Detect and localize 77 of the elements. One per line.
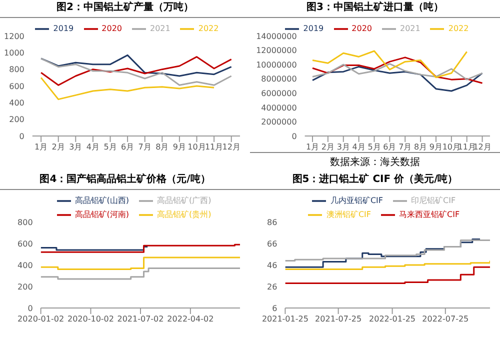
legend-label: 2022 <box>448 24 469 34</box>
y-tick-label: 0 <box>292 132 297 141</box>
y-tick-label: 0 <box>28 304 33 313</box>
x-tick-label: 7月 <box>138 142 152 152</box>
legend-label: 马来西亚铝矿CIF <box>399 210 460 220</box>
x-tick-label: 2月 <box>52 142 65 152</box>
y-tick-label: 400 <box>9 98 24 108</box>
x-tick-label: 8月 <box>156 142 169 152</box>
x-tick-label: 3月 <box>336 142 350 152</box>
legend-label: 2019 <box>303 24 324 34</box>
legend-label: 几内亚铝矿CIF <box>330 196 383 206</box>
y-tick-label: 600 <box>18 239 33 248</box>
y-tick-label: 2000000 <box>261 118 297 127</box>
x-tick-label: 2022-01-25 <box>369 314 416 324</box>
y-tick-label: 6000000 <box>261 88 297 98</box>
x-tick-label: 3月 <box>69 142 82 152</box>
x-tick-label: 1月 <box>34 142 48 152</box>
x-tick-label: 2020-01-02 <box>18 314 64 324</box>
y-tick-label: 800 <box>9 65 24 74</box>
chart-title: 图4：国产铝高品铝土矿价格（元/吨） <box>0 172 250 190</box>
x-tick-label: 2020-10-02 <box>67 314 114 324</box>
x-tick-label: 12月 <box>473 142 492 152</box>
chart-title: 图2：中国铝土矿产量（万吨） <box>0 0 250 18</box>
y-tick-label: 0 <box>19 132 24 141</box>
x-tick-label: 10月 <box>188 142 206 152</box>
x-tick-label: 9月 <box>429 142 443 152</box>
legend-label: 2021 <box>150 24 170 34</box>
y-tick-label: 600 <box>9 82 24 91</box>
legend-label: 2020 <box>102 24 122 34</box>
legend-label: 2022 <box>198 24 219 34</box>
x-tick-label: 2021-07-25 <box>315 314 362 324</box>
x-tick-label: 2月 <box>321 142 334 152</box>
y-tick-label: 200 <box>9 115 24 124</box>
x-tick-label: 2022-07-25 <box>422 314 469 324</box>
legend-label: 澳洲铝矿CIF <box>326 210 371 220</box>
x-tick-label: 2022-04-02 <box>167 314 214 324</box>
legend-label: 高品铝矿(山西) <box>74 196 129 206</box>
chart-title: 图3：中国铝土矿进口量（吨） <box>250 0 500 18</box>
y-tick-label: 46 <box>267 260 278 270</box>
y-tick-label: 8000000 <box>261 74 297 84</box>
x-tick-label: 6月 <box>383 142 396 152</box>
chart-title: 图5：进口铝土矿 CIF 价（美元/吨） <box>250 172 500 190</box>
x-tick-label: 12月 <box>222 142 240 152</box>
y-tick-label: 66 <box>267 239 278 248</box>
x-tick-label: 8月 <box>414 142 428 152</box>
legend-label: 高品铝矿(广西) <box>157 196 212 206</box>
y-tick-label: 10000000 <box>256 60 297 70</box>
y-tick-label: 200 <box>18 282 33 292</box>
x-tick-label: 7月 <box>398 142 412 152</box>
x-tick-label: 4月 <box>86 142 100 152</box>
legend-label: 高品铝矿(贵州) <box>157 210 212 220</box>
x-tick-label: 4月 <box>352 142 366 152</box>
source-note: 数据来源：海关数据 <box>250 152 500 169</box>
x-tick-label: 1月 <box>306 142 320 152</box>
y-tick-label: 6 <box>272 304 278 313</box>
y-tick-label: 14000000 <box>256 32 297 41</box>
y-tick-label: 86 <box>267 218 278 227</box>
legend-label: 2019 <box>53 24 74 34</box>
y-tick-label: 26 <box>267 282 278 292</box>
y-tick-label: 800 <box>18 218 33 227</box>
x-tick-label: 6月 <box>121 142 134 152</box>
y-tick-label: 400 <box>18 260 33 270</box>
x-tick-label: 2021-07-02 <box>117 314 164 324</box>
legend-label: 高品铝矿(河南) <box>74 210 129 220</box>
x-tick-label: 5月 <box>368 142 381 152</box>
y-tick-label: 12000000 <box>256 46 297 56</box>
x-tick-label: 9月 <box>172 142 186 152</box>
y-tick-label: 4000000 <box>261 103 297 112</box>
y-tick-label: 1200 <box>4 32 24 41</box>
legend-label: 2021 <box>400 24 420 34</box>
x-tick-label: 11月 <box>458 142 476 152</box>
x-tick-label: 11月 <box>204 142 224 152</box>
legend-label: 印尼铝矿CIF <box>411 196 456 206</box>
x-tick-label: 2021-01-25 <box>262 314 308 324</box>
x-tick-label: 5月 <box>104 142 117 152</box>
legend-label: 2020 <box>352 24 372 34</box>
y-tick-label: 1000 <box>4 48 24 58</box>
